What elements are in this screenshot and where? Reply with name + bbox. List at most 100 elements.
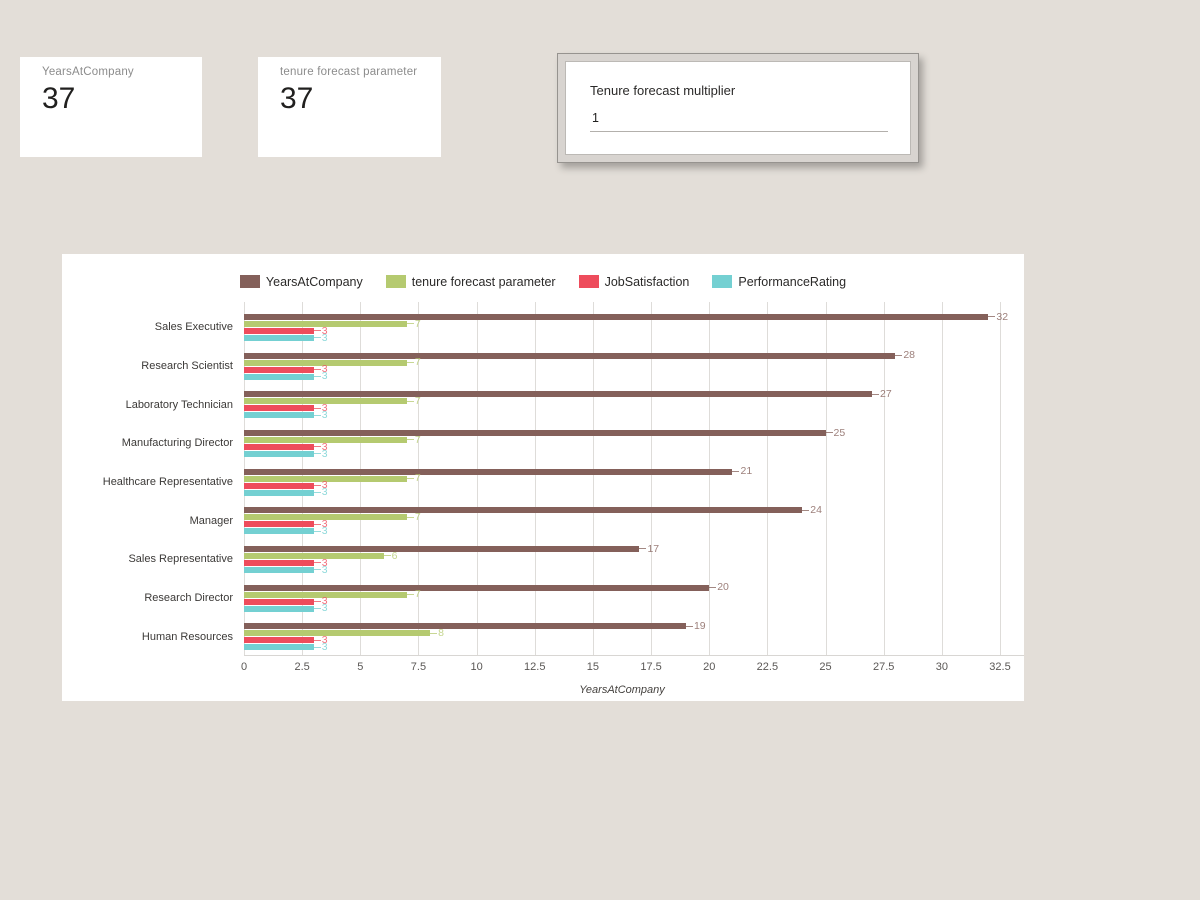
bar-row: 3 [244, 634, 1024, 647]
bar[interactable] [244, 334, 314, 341]
legend-label: JobSatisfaction [604, 274, 690, 289]
bar[interactable] [244, 327, 314, 334]
value-leader [313, 330, 321, 332]
bar[interactable] [244, 391, 873, 398]
bar-row: 8 [244, 628, 1024, 638]
bar[interactable] [244, 373, 314, 380]
chart-row: Laboratory Technician 27 7 3 3 [62, 385, 1024, 424]
bar[interactable] [244, 412, 314, 419]
value-leader [313, 601, 321, 603]
value-leader [313, 492, 321, 494]
category-label: Sales Executive [154, 321, 233, 334]
bar-value-label: 3 [321, 602, 328, 615]
value-leader [895, 355, 903, 357]
bar-chart-visual[interactable]: YearsAtCompany tenure forecast parameter J… [62, 254, 1024, 701]
parameter-card[interactable]: Tenure forecast multiplier [557, 53, 919, 163]
bar-value-label: 7 [414, 472, 421, 485]
bar[interactable] [244, 591, 407, 598]
bar[interactable] [244, 566, 314, 573]
bar[interactable] [244, 429, 826, 436]
bar-row: 3 [244, 371, 1024, 381]
x-tick-label: 12.5 [524, 661, 546, 673]
bar-value-label: 3 [321, 634, 328, 647]
chart-plot-area: Sales Executive 32 7 3 3 Research Scientist 28… [62, 302, 1024, 658]
bar-group: 20 7 3 3 [244, 582, 1024, 615]
category-label: Human Resources [141, 630, 233, 643]
bar-value-label: 17 [647, 542, 660, 555]
legend-item-0[interactable]: YearsAtCompany [239, 275, 363, 289]
value-leader [406, 323, 414, 325]
bar-value-label: 3 [321, 440, 328, 453]
legend-swatch [578, 275, 599, 288]
bar[interactable] [244, 405, 314, 412]
bar-row: 19 [244, 621, 1024, 631]
bar-row: 3 [244, 558, 1024, 568]
bar-value-label: 6 [391, 549, 398, 562]
bar[interactable] [244, 313, 989, 320]
bar[interactable] [244, 521, 314, 528]
bar-row: 3 [244, 602, 1024, 615]
parameter-card-body: Tenure forecast multiplier [565, 61, 911, 155]
bar[interactable] [244, 552, 384, 559]
chart-row: Manager 24 7 3 3 [62, 501, 1024, 540]
bar-row: 3 [244, 519, 1024, 529]
legend-item-3[interactable]: PerformanceRating [712, 275, 846, 289]
bar[interactable] [244, 450, 314, 457]
bar[interactable] [244, 630, 431, 637]
bar[interactable] [244, 598, 314, 605]
value-leader [383, 555, 391, 557]
legend-item-2[interactable]: JobSatisfaction [578, 274, 690, 289]
x-tick-label: 15 [586, 661, 600, 673]
bar[interactable] [244, 489, 314, 496]
bar[interactable] [244, 507, 803, 514]
bar[interactable] [244, 436, 407, 443]
bar[interactable] [244, 637, 314, 644]
bar-group: 17 6 3 3 [244, 542, 1024, 575]
bar[interactable] [244, 528, 314, 535]
chart-row: Manufacturing Director 25 7 3 3 [62, 424, 1024, 463]
x-tick-label: 0 [240, 661, 248, 673]
bar[interactable] [244, 320, 407, 327]
value-leader [313, 453, 321, 455]
bar[interactable] [244, 352, 896, 359]
bar[interactable] [244, 545, 640, 552]
category-label: Laboratory Technician [125, 398, 233, 411]
bar[interactable] [244, 605, 314, 612]
bar-row: 3 [244, 565, 1024, 575]
bar[interactable] [244, 623, 686, 630]
value-leader [709, 587, 717, 589]
legend-item-1[interactable]: tenure forecast parameter [385, 275, 556, 289]
parameter-value-input[interactable] [590, 111, 888, 132]
bar[interactable] [244, 366, 314, 373]
bar-row: 3 [244, 440, 1024, 453]
value-leader [313, 608, 321, 610]
bar[interactable] [244, 482, 314, 489]
bar-group: 32 7 3 3 [244, 312, 1024, 343]
value-leader [406, 594, 414, 596]
bar[interactable] [244, 475, 407, 482]
kpi-card-years-at-company[interactable]: YearsAtCompany 37 [20, 57, 202, 157]
bar[interactable] [244, 443, 314, 450]
bar-value-label: 3 [321, 324, 328, 337]
bar[interactable] [244, 398, 407, 405]
bar-row: 20 [244, 582, 1024, 592]
bar[interactable] [244, 584, 710, 591]
value-leader [313, 646, 321, 648]
gridline [883, 302, 885, 655]
legend-swatch [385, 275, 406, 288]
bar[interactable] [244, 644, 314, 651]
bar[interactable] [244, 359, 407, 366]
gridline [709, 302, 711, 655]
kpi-card-tenure-forecast-parameter[interactable]: tenure forecast parameter 37 [258, 57, 441, 157]
value-leader [430, 632, 438, 634]
bar-value-label: 21 [740, 465, 753, 478]
category-label: Sales Representative [128, 553, 233, 566]
gridline [476, 302, 478, 655]
bar[interactable] [244, 514, 407, 521]
bar-value-label: 7 [414, 356, 421, 369]
bar[interactable] [244, 468, 733, 475]
bar-row: 3 [244, 642, 1024, 652]
bar-value-label: 3 [321, 525, 328, 538]
bar[interactable] [244, 559, 314, 566]
bar-group: 21 7 3 3 [244, 465, 1024, 497]
